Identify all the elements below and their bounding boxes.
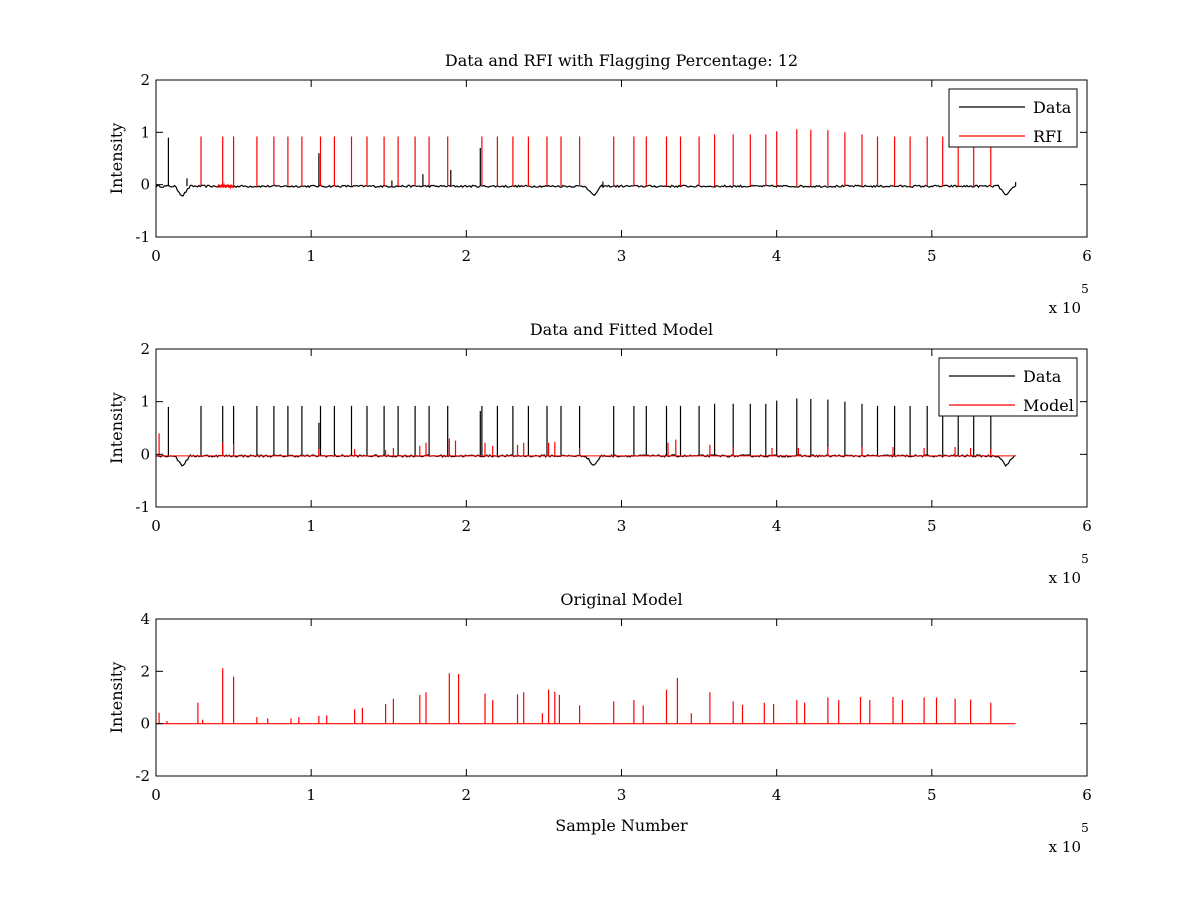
axes-box [155,618,1088,777]
y-tick-label: -1 [135,498,150,516]
x-tick-label: 1 [306,786,316,804]
legend-label-model: Model [1023,396,1074,415]
x-tick-label: 6 [1082,786,1092,804]
y-tick-label: 2 [140,71,150,89]
x-exponent-power: 5 [1081,552,1089,566]
x-exponent-power: 5 [1081,282,1089,296]
x-tick-label: 5 [927,517,937,535]
y-tick-label: 0 [140,176,150,194]
x-tick-label: 2 [462,247,472,265]
x-tick-label: 6 [1082,517,1092,535]
y-tick-label: -1 [135,228,150,246]
legend: Data Model [938,357,1078,417]
x-exponent-label: x 10 [1049,838,1081,856]
y-tick-label: 2 [140,340,150,358]
legend-label-rfi: RFI [1033,127,1062,146]
x-tick-label: 2 [462,786,472,804]
y-tick-label: 1 [140,123,150,141]
x-tick-label: 5 [927,247,937,265]
series-model [156,668,1016,725]
x-tick-label: 4 [772,247,782,265]
x-tick-label: 3 [617,786,627,804]
x-tick-label: 5 [927,786,937,804]
y-tick-label: 1 [140,393,150,411]
x-tick-label: 3 [617,517,627,535]
y-axis-label: Intensity [107,392,126,464]
y-tick-label: 0 [140,715,150,733]
series-model [156,433,1016,457]
x-tick-label: 4 [772,786,782,804]
x-tick-label: 0 [151,247,161,265]
series-rfi [200,129,992,190]
x-exponent-label: x 10 [1049,569,1081,587]
x-tick-label: 0 [151,786,161,804]
legend-box [938,357,1078,417]
chart-title: Data and RFI with Flagging Percentage: 1… [445,51,798,70]
x-axis-label: Sample Number [555,816,688,835]
x-tick-label: 0 [151,517,161,535]
legend-box [948,88,1078,148]
axes-box [155,79,1088,238]
y-tick-label: 2 [140,662,150,680]
x-exponent-label: x 10 [1049,299,1081,317]
legend-label-data: Data [1023,367,1062,386]
x-tick-label: 3 [617,247,627,265]
chart-panel-1: Data and RFI with Flagging Percentage: 1… [107,51,1092,317]
legend-label-data: Data [1033,98,1072,117]
series-baseline [155,184,1016,197]
y-axis-label: Intensity [107,123,126,195]
chart-title: Original Model [560,590,682,609]
x-tick-label: 4 [772,517,782,535]
y-tick-label: 0 [140,445,150,463]
series-baseline [155,453,1016,468]
x-tick-label: 1 [306,517,316,535]
x-tick-label: 6 [1082,247,1092,265]
x-tick-label: 1 [306,247,316,265]
y-axis-label: Intensity [107,662,126,734]
y-tick-label: -2 [135,767,150,785]
x-exponent-power: 5 [1081,821,1089,835]
series-data [155,137,1017,197]
legend: Data RFI [948,88,1078,148]
x-tick-label: 2 [462,517,472,535]
chart-title: Data and Fitted Model [530,320,713,339]
flagged-segment [217,182,235,190]
y-tick-label: 4 [140,610,150,628]
